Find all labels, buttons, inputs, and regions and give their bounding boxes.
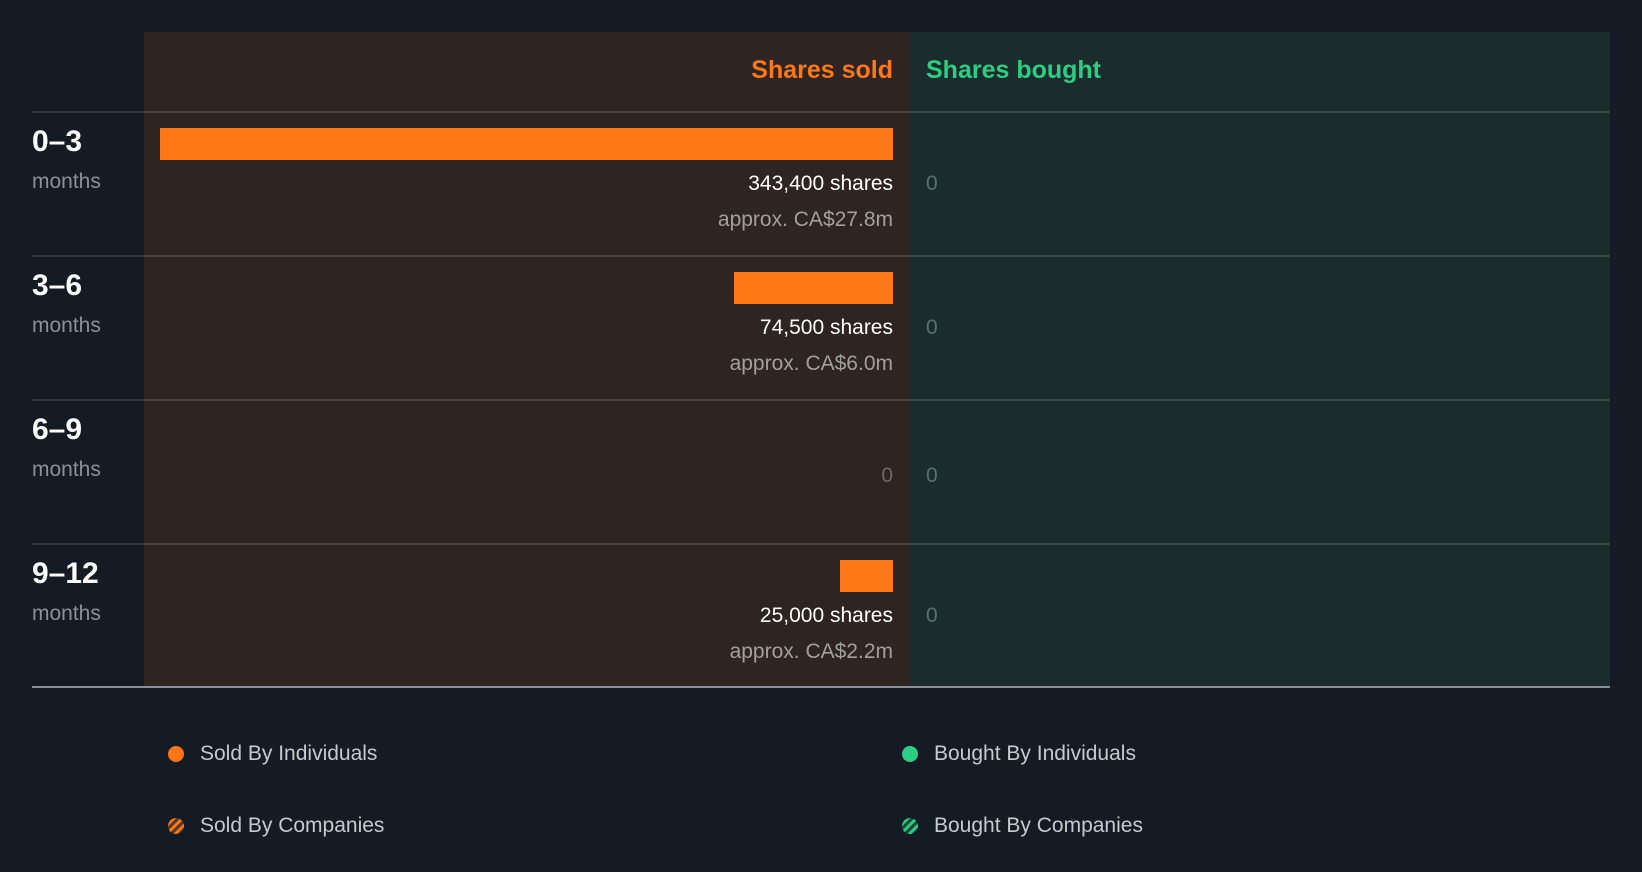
period-unit: months (32, 602, 101, 625)
period-range: 9–12 (32, 557, 99, 590)
shares-bought-header: Shares bought (926, 56, 1102, 84)
green-striped-dot-icon (902, 818, 918, 834)
shares-bought-panel (909, 32, 1610, 687)
sold-bar[interactable] (160, 128, 893, 160)
row-divider (32, 111, 1610, 113)
sold-approx-value: approx. CA$6.0m (729, 352, 893, 375)
period-range: 0–3 (32, 125, 83, 158)
sold-bar[interactable] (734, 272, 893, 304)
period-row-3-6: 3–6 months 74,500 shares approx. CA$6.0m… (0, 256, 1642, 400)
period-range: 6–9 (32, 413, 83, 446)
period-unit: months (32, 170, 101, 193)
sold-shares-count: 0 (881, 464, 893, 487)
row-divider (32, 399, 1610, 401)
period-row-9-12: 9–12 months 25,000 shares approx. CA$2.2… (0, 544, 1642, 688)
sold-approx-value: approx. CA$27.8m (717, 208, 893, 231)
row-divider (32, 543, 1610, 545)
legend-bought-individuals[interactable]: Bought By Individuals (902, 740, 1136, 768)
legend-label: Sold By Companies (200, 814, 385, 837)
row-divider (32, 255, 1610, 257)
sold-bar[interactable] (840, 560, 893, 592)
orange-dot-icon (168, 746, 184, 762)
green-dot-icon (902, 746, 918, 762)
period-row-6-9: 6–9 months 0 0 (0, 400, 1642, 544)
bought-shares-count: 0 (926, 172, 938, 195)
sold-approx-value: approx. CA$2.2m (729, 640, 893, 663)
sold-shares-count: 343,400 shares (748, 172, 893, 195)
period-unit: months (32, 314, 101, 337)
legend-label: Sold By Individuals (200, 742, 378, 765)
orange-striped-dot-icon (168, 818, 184, 834)
sold-shares-count: 25,000 shares (759, 604, 893, 627)
legend-bought-companies[interactable]: Bought By Companies (902, 812, 1143, 840)
sold-shares-count: 74,500 shares (759, 316, 893, 339)
period-row-0-3: 0–3 months 343,400 shares approx. CA$27.… (0, 112, 1642, 256)
bought-shares-count: 0 (926, 316, 938, 339)
legend-sold-individuals[interactable]: Sold By Individuals (168, 740, 377, 768)
legend-sold-companies[interactable]: Sold By Companies (168, 812, 384, 840)
bought-shares-count: 0 (926, 464, 938, 487)
shares-sold-header: Shares sold (751, 56, 893, 84)
chart-baseline (32, 686, 1610, 688)
legend-label: Bought By Companies (934, 814, 1143, 837)
legend-label: Bought By Individuals (934, 742, 1136, 765)
period-range: 3–6 (32, 269, 83, 302)
period-unit: months (32, 458, 101, 481)
bought-shares-count: 0 (926, 604, 938, 627)
